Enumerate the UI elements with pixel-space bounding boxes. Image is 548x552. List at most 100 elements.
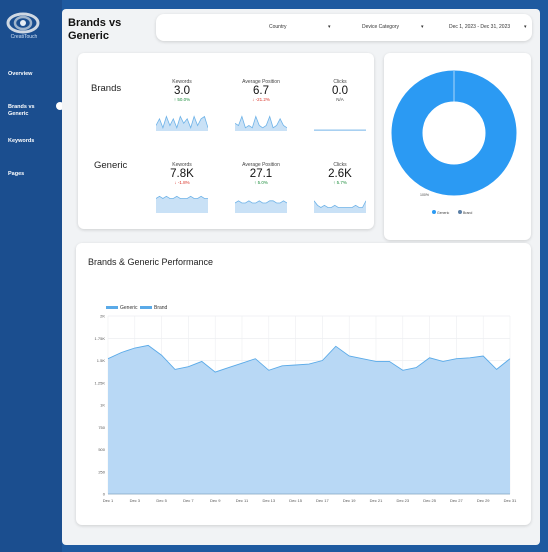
- sidebar: CreatiTouch Overview Brands vs Generic K…: [0, 0, 62, 552]
- x-tick-label: Dec 3: [130, 498, 141, 503]
- x-tick-label: Dec 9: [210, 498, 221, 503]
- sparkline-line: [235, 200, 287, 204]
- metric-label: Average Position: [242, 79, 280, 85]
- chevron-down-icon[interactable]: ▾: [421, 24, 424, 30]
- metric-value: 27.1: [249, 168, 273, 180]
- donut-chart: [391, 70, 517, 196]
- performance-card: Brands & Generic Performance 0 250 500 750 1…: [76, 243, 531, 525]
- x-tick-label: Dec 7: [183, 498, 194, 503]
- generic-row-label: Generic: [94, 160, 128, 171]
- y-tick-label: 750: [98, 425, 105, 430]
- x-tick-label: Dec 15: [289, 498, 302, 503]
- y-tick-label: 1K: [100, 403, 105, 408]
- sparkline-line: [156, 195, 208, 199]
- sparkline: [235, 115, 287, 131]
- brands-keywords-scorecard: Kewords 3.0 ↑ 50.0%: [153, 79, 211, 103]
- metric-label: Average Position: [242, 162, 280, 168]
- sparkline: [156, 115, 208, 131]
- sparkline-line: [156, 115, 208, 130]
- metric-value: 6.7: [253, 85, 269, 97]
- legend-label: Generic: [436, 211, 450, 215]
- legend-dot: [432, 210, 436, 214]
- donut-card: 100% Generic Brand: [384, 53, 531, 240]
- legend-label: Brand: [154, 305, 168, 311]
- brands-row-label: Brands: [91, 83, 122, 94]
- active-nav-indicator: [56, 102, 64, 110]
- x-tick-label: Dec 25: [423, 498, 436, 503]
- country-filter[interactable]: Country: [269, 24, 287, 30]
- logo-icon: [6, 12, 40, 34]
- sparkline: [235, 200, 287, 213]
- donut-legend-generic: Generic: [432, 210, 449, 215]
- nav-item-brands-vs-generic[interactable]: Brands vs Generic: [8, 104, 35, 117]
- nav-item-overview[interactable]: Overview: [8, 71, 33, 77]
- y-tick-label: 1.5K: [97, 358, 106, 363]
- metric-change: ↑ 50.0%: [173, 97, 191, 102]
- metric-change: ↓ -21.2%: [252, 97, 270, 102]
- metric-label: Clicks: [333, 79, 347, 85]
- legend-swatch: [140, 306, 152, 309]
- generic-avg-position-scorecard: Average Position 27.1 ↑ 5.0%: [232, 162, 290, 186]
- y-tick-label: 500: [98, 447, 105, 452]
- brands-clicks-scorecard: Clicks 0.0 N/A: [311, 79, 369, 103]
- y-tick-label: 2K: [100, 314, 105, 319]
- x-tick-label: Dec 21: [370, 498, 383, 503]
- x-tick-label: Dec 17: [316, 498, 329, 503]
- sparkline-area: [156, 116, 208, 131]
- y-tick-label: 1.75K: [95, 336, 106, 341]
- metric-change: ↑ 5.7%: [333, 180, 347, 185]
- sparkline-area: [156, 196, 208, 213]
- nav-item-pages[interactable]: Pages: [8, 171, 25, 177]
- x-tick-label: Dec 29: [477, 498, 490, 503]
- donut-hole: [423, 102, 485, 164]
- date-range-picker[interactable]: Dec 1, 2023 - Dec 31, 2023: [449, 24, 510, 30]
- device-category-filter[interactable]: Device Category: [362, 24, 399, 30]
- sparkline: [314, 129, 366, 131]
- x-tick-label: Dec 27: [450, 498, 463, 503]
- legend-swatch: [106, 306, 118, 309]
- generic-keywords-scorecard: Kewords 7.8K ↓ -1.8%: [153, 162, 211, 186]
- donut-legend-brand: Brand: [458, 210, 472, 215]
- x-tick-label: Dec 13: [262, 498, 275, 503]
- donut-slice-label: 100%: [420, 193, 429, 197]
- x-tick-label: Dec 11: [236, 498, 249, 503]
- brands-avg-position-scorecard: Average Position 6.7 ↓ -21.2%: [232, 79, 290, 103]
- metric-label: Clicks: [333, 162, 347, 168]
- performance-title: Brands & Generic Performance: [88, 257, 214, 267]
- metric-change: ↑ 5.0%: [254, 180, 268, 185]
- metric-change: N/A: [336, 97, 344, 102]
- generic-clicks-scorecard: Clicks 2.6K ↑ 5.7%: [311, 162, 369, 186]
- country-filter-label: Country: [269, 24, 287, 30]
- y-tick-label: 1.25K: [95, 380, 106, 385]
- sparkline: [156, 195, 208, 213]
- legend-dot: [458, 210, 462, 214]
- line-series-generic: [107, 344, 511, 373]
- area-series-generic: [108, 345, 510, 494]
- sparkline-area: [314, 200, 366, 213]
- sparkline-line: [314, 200, 366, 208]
- sparkline-area: [235, 200, 287, 213]
- x-tick-label: Dec 5: [156, 498, 167, 503]
- chevron-down-icon[interactable]: ▾: [328, 24, 331, 30]
- report-canvas: Brands vs Generic Country ▾ Device Categ…: [62, 9, 540, 545]
- performance-chart: 0 250 500 750 1K 1.25K 1.5K 1.75K 2K Dec 1 Dec 3 De…: [95, 305, 518, 503]
- nav-item-keywords[interactable]: Keywords: [8, 138, 35, 144]
- x-tick-label: Dec 23: [396, 498, 409, 503]
- page-title: Brands vs Generic: [68, 17, 122, 42]
- scorecards-card: Brands Generic Kewords 3.0 ↑ 50.0% Avera…: [78, 53, 374, 229]
- metric-label: Kewords: [172, 79, 192, 85]
- chevron-down-icon[interactable]: ▾: [524, 24, 527, 30]
- metric-value: 7.8K: [170, 168, 194, 180]
- x-tick-label: Dec 31: [504, 498, 517, 503]
- device-category-label: Device Category: [362, 24, 399, 30]
- x-tick-label: Dec 1: [103, 498, 114, 503]
- date-range-label: Dec 1, 2023 - Dec 31, 2023: [449, 24, 511, 30]
- filter-bar: Country ▾ Device Category ▾ Dec 1, 2023 …: [156, 14, 532, 41]
- metric-label: Kewords: [172, 162, 192, 168]
- x-tick-label: Dec 19: [343, 498, 356, 503]
- metric-value: 3.0: [174, 85, 190, 97]
- metric-change: ↓ -1.8%: [174, 180, 190, 185]
- metric-value: 2.6K: [328, 168, 352, 180]
- sparkline: [314, 200, 366, 213]
- legend-label: Brand: [462, 211, 473, 215]
